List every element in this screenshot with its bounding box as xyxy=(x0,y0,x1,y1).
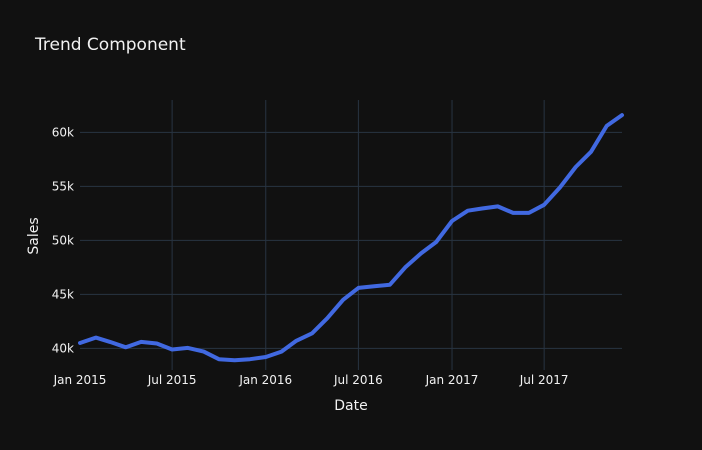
chart-title: Trend Component xyxy=(34,35,186,55)
x-axis-ticks: Jan 2015 Jul 2015 Jan 2016 Jul 2016 Jan 2017… xyxy=(53,373,569,387)
trend-line xyxy=(78,113,624,363)
x-tick-label: Jan 2015 xyxy=(53,373,107,387)
y-tick-label: 40k xyxy=(52,341,74,355)
x-tick-label: Jul 2017 xyxy=(519,373,569,387)
x-tick-label: Jan 2017 xyxy=(425,373,479,387)
x-tick-label: Jul 2016 xyxy=(333,373,383,387)
y-tick-label: 45k xyxy=(52,287,74,301)
y-tick-label: 50k xyxy=(52,233,74,247)
x-axis-title: Date xyxy=(334,398,367,414)
y-axis-title: Sales xyxy=(26,217,42,254)
y-axis-ticks: 40k 45k 50k 55k 60k xyxy=(52,125,74,355)
y-tick-label: 55k xyxy=(52,179,74,193)
x-tick-label: Jan 2016 xyxy=(238,373,292,387)
y-tick-label: 60k xyxy=(52,125,74,139)
series-group xyxy=(78,113,624,363)
x-tick-label: Jul 2015 xyxy=(147,373,197,387)
